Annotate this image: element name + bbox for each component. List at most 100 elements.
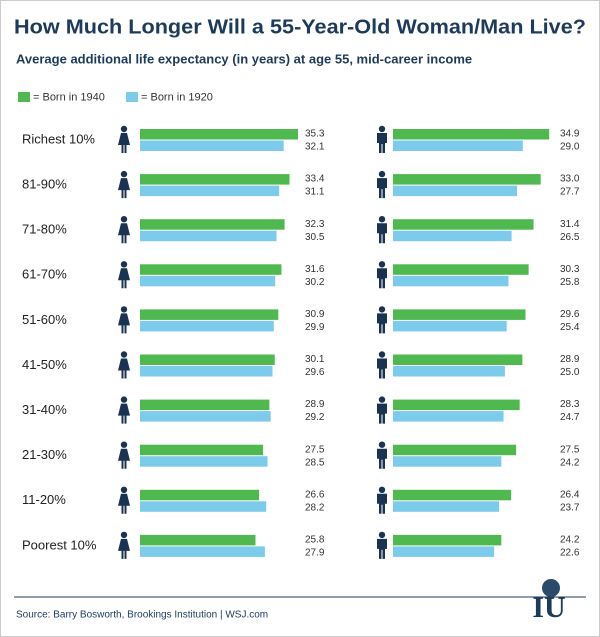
value-label: 27.5 <box>305 444 325 455</box>
bar <box>393 399 520 411</box>
category-label: 21-30% <box>22 447 67 462</box>
man-icon-head <box>378 396 386 403</box>
bar <box>140 456 268 467</box>
value-label: 28.3 <box>560 399 580 410</box>
value-label: 25.8 <box>305 535 325 546</box>
woman-icon-body <box>118 448 130 469</box>
logo-mark <box>542 579 560 597</box>
woman-icon-head <box>120 261 128 268</box>
value-label: 24.2 <box>560 535 580 546</box>
category-label: 61-70% <box>22 267 67 282</box>
value-label: 31.4 <box>560 219 580 230</box>
value-label: 33.4 <box>305 174 325 185</box>
category-label: 11-20% <box>22 492 66 507</box>
value-label: 25.4 <box>560 322 580 333</box>
bar <box>140 501 267 512</box>
bar <box>140 185 280 197</box>
woman-icon-head <box>120 441 128 448</box>
woman-icon-head <box>120 306 128 313</box>
value-label: 29.6 <box>560 309 580 320</box>
man-icon-body <box>377 313 387 334</box>
value-label: 22.6 <box>560 548 580 559</box>
value-label: 29.6 <box>305 367 325 378</box>
value-label: 30.1 <box>305 354 325 365</box>
bar <box>140 354 275 365</box>
man-icon-head <box>378 441 386 448</box>
category-label: 71-80% <box>22 222 67 237</box>
value-label: 30.9 <box>305 309 325 320</box>
value-label: 26.6 <box>305 489 325 500</box>
woman-icon-body <box>118 403 130 424</box>
man-icon-body <box>377 448 387 469</box>
man-icon-body <box>377 133 387 153</box>
bar <box>140 129 298 140</box>
value-label: 29.9 <box>305 322 325 333</box>
category-label: 81-90% <box>22 177 67 192</box>
woman-icon-head <box>120 351 128 358</box>
value-label: 34.9 <box>560 129 580 140</box>
bar <box>140 230 277 242</box>
value-label: 25.0 <box>560 367 580 378</box>
woman-icon-body <box>118 313 130 334</box>
man-icon-head <box>378 170 386 178</box>
bar <box>140 366 273 377</box>
value-label: 31.1 <box>305 187 325 198</box>
woman-icon-head <box>120 170 128 178</box>
bar <box>140 444 264 456</box>
legend-label: = Born in 1940 <box>33 91 105 103</box>
legend-swatch <box>126 92 138 102</box>
man-icon-head <box>378 351 386 358</box>
value-label: 29.0 <box>560 142 580 153</box>
woman-icon-head <box>120 216 128 223</box>
value-label: 35.3 <box>305 129 325 140</box>
legend-swatch <box>18 92 30 102</box>
category-label: 31-40% <box>22 402 67 417</box>
man-icon-head <box>378 216 386 223</box>
source: Source: Barry Bosworth, Brookings Instit… <box>16 610 268 621</box>
value-label: 28.2 <box>305 502 325 513</box>
chart-title: How Much Longer Will a 55-Year-Old Woman… <box>14 16 586 38</box>
bar <box>140 320 274 332</box>
value-label: 24.2 <box>560 457 580 468</box>
bar <box>140 399 270 411</box>
bar <box>393 219 534 230</box>
bar <box>393 354 523 365</box>
bar <box>393 546 495 557</box>
bar <box>140 264 282 275</box>
value-label: 28.9 <box>560 354 580 365</box>
woman-icon-body <box>118 493 130 514</box>
value-label: 23.7 <box>560 502 580 513</box>
bar <box>393 264 529 275</box>
man-icon-body <box>377 268 387 289</box>
bar <box>393 444 517 456</box>
category-label: 41-50% <box>22 357 67 372</box>
chart-subtitle: Average additional life expectancy (in y… <box>16 51 472 66</box>
bar <box>140 140 284 151</box>
bar <box>140 489 260 501</box>
value-label: 27.5 <box>560 444 580 455</box>
man-icon-body <box>377 178 387 199</box>
woman-icon-head <box>120 396 128 403</box>
category-label: Richest 10% <box>22 131 95 146</box>
man-icon-head <box>378 486 386 493</box>
man-icon-body <box>377 493 387 514</box>
bar <box>393 501 500 512</box>
value-label: 24.7 <box>560 412 580 423</box>
value-label: 29.2 <box>305 412 325 423</box>
woman-icon-body <box>118 268 130 289</box>
value-label: 26.5 <box>560 232 580 243</box>
value-label: 32.1 <box>305 142 325 153</box>
bar <box>393 230 512 242</box>
bar <box>140 309 279 320</box>
woman-icon-body <box>118 538 130 559</box>
bar <box>393 366 505 377</box>
value-label: 30.2 <box>305 277 325 288</box>
bar <box>140 275 276 287</box>
category-label: 51-60% <box>22 312 67 327</box>
value-label: 28.5 <box>305 457 325 468</box>
value-label: 27.9 <box>305 548 325 559</box>
bar <box>393 534 502 546</box>
logo: IU <box>532 591 565 624</box>
man-icon-body <box>377 358 387 379</box>
